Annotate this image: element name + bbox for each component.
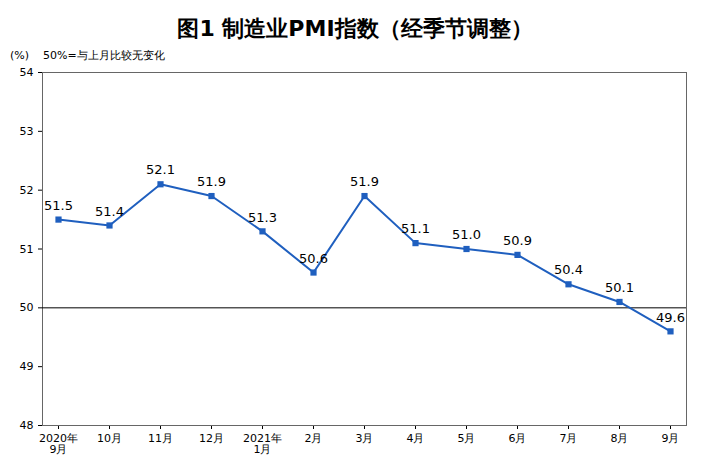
svg-text:7月: 7月 bbox=[560, 432, 578, 445]
svg-text:48: 48 bbox=[20, 419, 34, 432]
svg-text:5月: 5月 bbox=[458, 432, 476, 445]
svg-text:53: 53 bbox=[20, 125, 34, 138]
svg-text:4月: 4月 bbox=[407, 432, 425, 445]
svg-text:8月: 8月 bbox=[611, 432, 629, 445]
svg-text:49: 49 bbox=[20, 360, 34, 373]
svg-text:50: 50 bbox=[20, 301, 34, 314]
svg-text:51.5: 51.5 bbox=[44, 198, 73, 213]
svg-text:51.1: 51.1 bbox=[401, 221, 430, 236]
svg-text:6月: 6月 bbox=[509, 432, 527, 445]
svg-text:50.4: 50.4 bbox=[554, 262, 583, 277]
svg-text:49.6: 49.6 bbox=[656, 310, 685, 325]
svg-text:52: 52 bbox=[20, 184, 34, 197]
svg-text:9月: 9月 bbox=[662, 432, 680, 445]
svg-text:51.9: 51.9 bbox=[197, 174, 226, 189]
svg-text:51.4: 51.4 bbox=[95, 204, 124, 219]
svg-text:51.3: 51.3 bbox=[248, 210, 277, 225]
svg-text:51.0: 51.0 bbox=[452, 227, 481, 242]
svg-text:50.6: 50.6 bbox=[299, 251, 328, 266]
svg-text:2020年9月: 2020年9月 bbox=[39, 432, 78, 456]
html-text:50%=与上月比较无变化: 50%=与上月比较无变化 bbox=[43, 49, 165, 62]
svg-text:50.9: 50.9 bbox=[503, 233, 532, 248]
svg-text:51: 51 bbox=[20, 243, 34, 256]
svg-text:3月: 3月 bbox=[356, 432, 374, 445]
svg-text:2月: 2月 bbox=[305, 432, 323, 445]
svg-text:11月: 11月 bbox=[148, 432, 173, 445]
html-text:图1 制造业PMI指数（经季节调整）: 图1 制造业PMI指数（经季节调整） bbox=[177, 16, 533, 41]
svg-text:12月: 12月 bbox=[199, 432, 224, 445]
svg-text:2021年1月: 2021年1月 bbox=[243, 432, 282, 456]
svg-text:50.1: 50.1 bbox=[605, 280, 634, 295]
svg-text:54: 54 bbox=[20, 66, 34, 79]
svg-text:10月: 10月 bbox=[97, 432, 122, 445]
svg-text:52.1: 52.1 bbox=[146, 162, 175, 177]
svg-text:51.9: 51.9 bbox=[350, 174, 379, 189]
